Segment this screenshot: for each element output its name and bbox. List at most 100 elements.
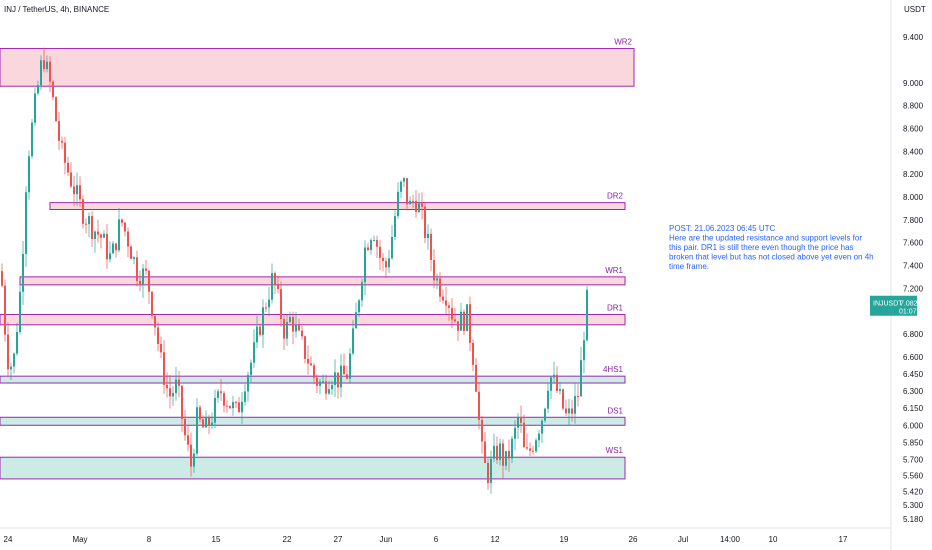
candle-body — [460, 311, 462, 331]
x-tick-label: 10 — [769, 535, 778, 544]
candle — [391, 225, 393, 260]
zone-4hs1[interactable] — [0, 375, 626, 384]
candle — [328, 380, 330, 395]
candle-body — [502, 443, 504, 466]
candle-body — [151, 291, 153, 316]
candle — [541, 419, 543, 444]
candle — [25, 186, 27, 267]
candle — [97, 219, 99, 243]
zone-label-ws1: WS1 — [606, 446, 624, 455]
candle — [241, 391, 243, 424]
candle — [415, 190, 417, 218]
candle — [181, 384, 183, 433]
candle — [310, 356, 312, 367]
x-tick-label: 26 — [629, 535, 638, 544]
candle — [337, 372, 339, 399]
candle — [103, 230, 105, 239]
candle-body — [418, 203, 420, 212]
candle-body — [571, 408, 573, 414]
note-line: time frame. — [669, 262, 709, 271]
candle — [193, 448, 195, 474]
candle — [82, 194, 84, 229]
candle-body — [343, 365, 345, 375]
candle-body — [109, 253, 111, 260]
candle-body — [562, 389, 564, 409]
candle-body — [307, 358, 309, 364]
candle — [121, 218, 123, 227]
candle-body — [7, 334, 9, 370]
candle — [286, 314, 288, 346]
candle — [289, 311, 291, 324]
candle — [148, 269, 150, 304]
candle-body — [541, 420, 543, 434]
zone-wr2[interactable] — [0, 48, 635, 87]
last-price-value: 7.082 — [900, 301, 918, 308]
candle-body — [46, 61, 48, 70]
candle — [265, 302, 267, 312]
candle-body — [184, 418, 186, 436]
candle-body — [415, 200, 417, 212]
candle-body — [385, 261, 387, 268]
candle-body — [463, 311, 465, 332]
zone-label-wr1: WR1 — [605, 266, 623, 275]
candle-body — [265, 307, 267, 309]
candle — [562, 388, 564, 411]
candle — [220, 379, 222, 401]
zone-wr1[interactable] — [19, 276, 626, 286]
candle-body — [73, 186, 75, 195]
candle-body — [457, 321, 459, 331]
candle — [364, 240, 366, 296]
candle-body — [337, 372, 339, 388]
candle-body — [118, 219, 120, 251]
zone-dr1[interactable] — [0, 314, 626, 326]
candle-body — [85, 223, 87, 225]
candle — [238, 397, 240, 413]
candle-body — [244, 391, 246, 402]
candle — [325, 374, 327, 400]
candle — [379, 239, 381, 271]
candle-body — [556, 374, 558, 391]
candle-body — [412, 200, 414, 202]
candle — [250, 359, 252, 384]
candle — [352, 320, 354, 356]
candle-body — [16, 332, 18, 354]
y-tick-label: 5.300 — [903, 501, 924, 510]
candle-body — [334, 372, 336, 385]
y-tick-label: 6.800 — [903, 330, 924, 339]
candle-body — [490, 458, 492, 484]
candle-body — [190, 444, 192, 467]
y-tick-label: 8.200 — [903, 170, 924, 179]
zone-ws1[interactable] — [0, 456, 626, 480]
candle — [178, 370, 180, 398]
candle-body — [319, 381, 321, 386]
candle-body — [355, 312, 357, 329]
zone-label-dr2: DR2 — [607, 192, 624, 201]
candle-body — [565, 408, 567, 414]
candle-body — [112, 243, 114, 254]
candle — [376, 235, 378, 258]
candle — [208, 414, 210, 435]
candle — [52, 79, 54, 101]
candle — [409, 196, 411, 205]
candle — [583, 331, 585, 374]
zone-label-4hs1: 4HS1 — [603, 365, 624, 374]
candle-body — [148, 270, 150, 292]
candle-body — [94, 231, 96, 240]
candle-body — [25, 192, 27, 254]
candle — [466, 304, 468, 332]
candle — [313, 363, 315, 385]
candle-body — [22, 253, 24, 292]
candle — [268, 287, 270, 316]
candle — [118, 207, 120, 253]
candle — [274, 271, 276, 294]
candle-body — [496, 445, 498, 461]
candle — [55, 95, 57, 122]
candle-body — [1, 271, 3, 286]
candle-body — [538, 433, 540, 441]
candle-body — [31, 122, 33, 157]
zone-dr2[interactable] — [49, 202, 626, 211]
candle-body — [115, 243, 117, 251]
zone-ds1[interactable] — [0, 416, 626, 426]
candle-body — [427, 233, 429, 239]
